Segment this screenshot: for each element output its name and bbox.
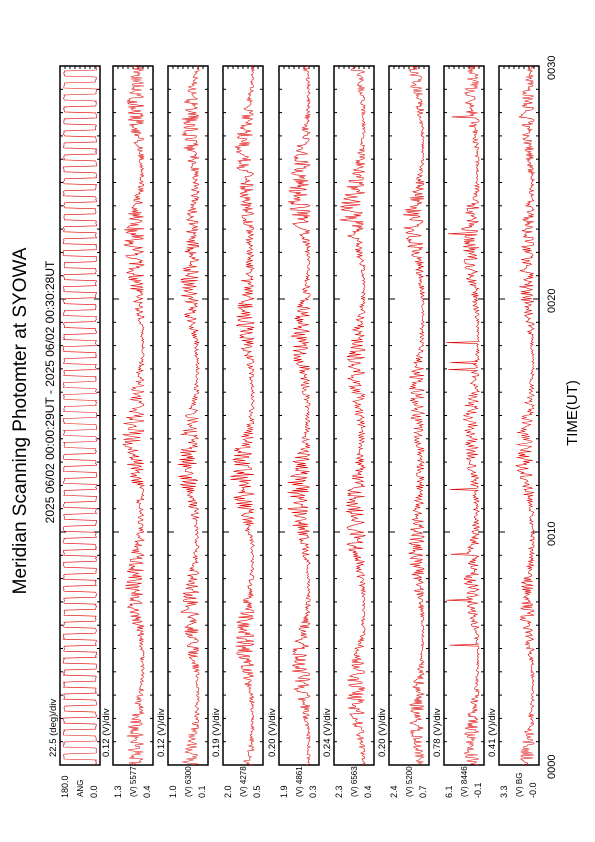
panel-5: 0.24 (V)/div 2.3 (V) 6563 0.4 — [322, 65, 375, 798]
x-tick-label: 0020 — [546, 289, 558, 313]
panel-y-top: 2.0 — [223, 785, 233, 798]
x-tick-label: 0010 — [546, 522, 558, 546]
panel-y-bottom: 0.4 — [142, 785, 152, 798]
panel-scale-label: 0.20 (V)/div — [267, 708, 278, 757]
panel-channel-label: (V) 5200 — [405, 766, 414, 797]
panel-channel-label: (V) 5577 — [129, 766, 138, 797]
panel-1: 0.12 (V)/div 1.3 (V) 5577 0.4 — [101, 65, 154, 798]
panel-8: 0.41 (V)/div 3.3 (V) BG -0.0 — [487, 65, 540, 798]
series-trace — [402, 65, 426, 766]
panel-y-top: 1.9 — [279, 785, 289, 798]
panel-y-top: 2.4 — [389, 785, 399, 798]
panel-frame — [333, 65, 375, 766]
panels-group: 22.5 (deg)/div 180.0 ANG 0.0 0.12 (V)/div 1.3… — [48, 65, 540, 798]
panel-scale-label: 0.78 (V)/div — [432, 708, 443, 757]
panel-frame — [278, 65, 320, 766]
panel-y-bottom: 0.0 — [89, 785, 99, 798]
panel-channel-label: (V) 8446 — [460, 766, 469, 797]
panel-y-top: 180.0 — [60, 775, 70, 798]
panel-y-bottom: 0.3 — [308, 785, 318, 798]
panel-scale-label: 0.12 (V)/div — [101, 708, 112, 757]
panel-frame — [167, 65, 209, 766]
panel-y-top: 2.3 — [334, 785, 344, 798]
panel-0: 22.5 (deg)/div 180.0 ANG 0.0 — [48, 65, 101, 798]
series-trace — [62, 65, 98, 766]
time-range-label: 2025 06/02 00:00:29UT - 2025 06/02 00:30… — [43, 260, 57, 523]
panel-scale-label: 0.41 (V)/div — [487, 708, 498, 757]
panel-y-bottom: 0.7 — [418, 785, 428, 798]
panel-frame — [388, 65, 430, 766]
series-trace — [339, 65, 367, 766]
panel-channel-label: (V) 4861 — [295, 766, 304, 797]
series-trace — [287, 65, 312, 766]
panel-frame — [112, 65, 154, 766]
panel-scale-label: 22.5 (deg)/div — [48, 699, 59, 757]
panel-channel-label: (V) 6300 — [184, 766, 193, 797]
panel-y-bottom: -0.1 — [473, 782, 483, 798]
panel-scale-label: 0.20 (V)/div — [377, 708, 388, 757]
x-tick-label: 0000 — [546, 755, 558, 779]
panel-scale-label: 0.19 (V)/div — [211, 708, 222, 757]
panel-y-top: 1.3 — [113, 785, 123, 798]
series-trace — [446, 65, 481, 766]
x-tick-label: 0030 — [546, 56, 558, 80]
panel-scale-label: 0.12 (V)/div — [156, 708, 167, 757]
series-trace — [122, 65, 146, 766]
x-tick-labels: 0000 0010 0020 0030 — [546, 56, 558, 779]
panel-y-top: 1.0 — [168, 785, 178, 798]
series-trace — [515, 65, 536, 766]
panel-frame — [59, 65, 101, 766]
panel-frame — [498, 65, 540, 766]
panel-channel-label: (V) 4278 — [239, 766, 248, 797]
x-axis-label: TIME(UT) — [564, 380, 581, 446]
panel-4: 0.20 (V)/div 1.9 (V) 4861 0.3 — [267, 65, 320, 798]
panel-y-bottom: -0.0 — [528, 782, 538, 798]
panel-y-bottom: 0.5 — [252, 785, 262, 798]
panel-7: 0.78 (V)/div 6.1 (V) 8446 -0.1 — [432, 65, 485, 798]
panel-2: 0.12 (V)/div 1.0 (V) 6300 0.1 — [156, 65, 209, 798]
series-trace — [230, 65, 256, 766]
chart-title: Meridian Scanning Photomter at SYOWA — [10, 247, 31, 594]
panel-y-top: 3.3 — [499, 785, 509, 798]
panel-channel-label: (V) BG — [515, 773, 524, 797]
panel-channel-label: ANG — [76, 780, 85, 797]
panel-frame — [222, 65, 264, 766]
panel-y-bottom: 0.4 — [363, 785, 373, 798]
panel-channel-label: (V) 6563 — [350, 766, 359, 797]
series-trace — [177, 65, 201, 766]
panel-6: 0.20 (V)/div 2.4 (V) 5200 0.7 — [377, 65, 430, 798]
panel-y-top: 6.1 — [444, 785, 454, 798]
panel-3: 0.19 (V)/div 2.0 (V) 4278 0.5 — [211, 65, 264, 798]
panel-scale-label: 0.24 (V)/div — [322, 708, 333, 757]
panel-y-bottom: 0.1 — [197, 785, 207, 798]
